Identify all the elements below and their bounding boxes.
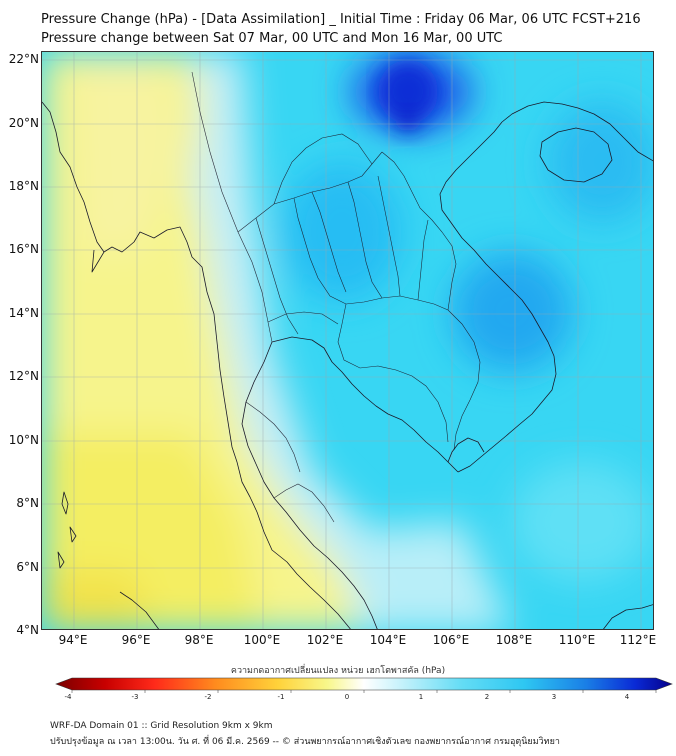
lat-label-6n: 6°N [16,560,39,574]
lat-label-12n: 12°N [8,369,39,383]
colorbar [55,677,673,693]
colorbar-tick: 1 [418,693,424,701]
chart-subtitle: Pressure change between Sat 07 Mar, 00 U… [41,31,503,46]
colorbar-tick: -3 [131,693,139,701]
lon-label-98e: 98°E [184,633,214,647]
lon-label-94e: 94°E [58,633,88,647]
lat-label-8n: 8°N [16,496,39,510]
lat-label-10n: 10°N [8,433,39,447]
colorbar-tick: 3 [551,693,557,701]
lat-label-18n: 18°N [8,179,39,193]
colorbar-title: ความกดอากาศเปลี่ยนแปลง หน่วย เฮกโตพาสคัล… [230,666,446,676]
footer-model-info: WRF-DA Domain 01 :: Grid Resolution 9km … [50,721,273,731]
lat-label-16n: 16°N [8,242,39,256]
lon-label-104e: 104°E [369,633,407,647]
footer-credit: ปรับปรุงข้อมูล ณ เวลา 13:00น. วัน ศ. ที่… [50,737,560,747]
lat-label-14n: 14°N [8,306,39,320]
lon-label-106e: 106°E [432,633,470,647]
admin-borders [191,71,481,523]
pressure-change-map [41,51,654,630]
lat-label-20n: 20°N [8,116,39,130]
colorbar-tick: -4 [64,693,72,701]
chart-title: Pressure Change (hPa) - [Data Assimilati… [41,12,641,27]
colorbar-tick: -1 [277,693,285,701]
colorbar-tick: -2 [204,693,212,701]
lon-label-110e: 110°E [558,633,596,647]
coastlines [42,101,653,629]
colorbar-tick: 0 [344,693,350,701]
lon-label-100e: 100°E [243,633,281,647]
colorbar-tick: 4 [624,693,630,701]
graticule [42,52,653,629]
map-canvas [42,52,653,629]
lon-label-102e: 102°E [306,633,344,647]
lat-label-22n: 22°N [8,52,39,66]
lon-label-108e: 108°E [495,633,533,647]
lat-label-4n: 4°N [16,623,39,637]
lon-label-112e: 112°E [619,633,657,647]
lon-label-96e: 96°E [121,633,151,647]
colorbar-tick: 2 [484,693,490,701]
